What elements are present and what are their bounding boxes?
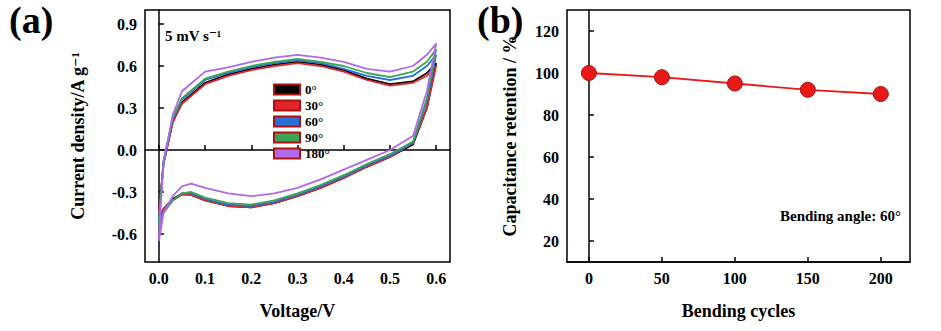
svg-text:0.6: 0.6: [117, 58, 137, 75]
svg-text:-0.3: -0.3: [112, 184, 137, 201]
svg-text:0.4: 0.4: [334, 270, 354, 287]
svg-text:20: 20: [543, 233, 559, 250]
svg-text:0.2: 0.2: [241, 270, 261, 287]
svg-text:50: 50: [654, 270, 670, 287]
svg-text:Bending angle: 60°: Bending angle: 60°: [780, 208, 901, 224]
svg-text:0.3: 0.3: [117, 100, 137, 117]
svg-text:0.0: 0.0: [117, 142, 137, 159]
svg-text:0.3: 0.3: [288, 270, 308, 287]
svg-text:Bending cycles: Bending cycles: [682, 301, 796, 321]
svg-text:40: 40: [543, 191, 559, 208]
svg-text:60°: 60°: [305, 114, 323, 129]
svg-text:180°: 180°: [305, 146, 330, 161]
svg-text:30°: 30°: [305, 98, 323, 113]
svg-text:120: 120: [535, 23, 559, 40]
svg-text:Current density/A g⁻¹: Current density/A g⁻¹: [68, 52, 88, 220]
svg-text:0.5: 0.5: [380, 270, 400, 287]
svg-text:0: 0: [585, 270, 593, 287]
svg-text:0.9: 0.9: [117, 16, 137, 33]
svg-text:0°: 0°: [305, 82, 317, 97]
svg-text:Capacitance retention / %: Capacitance retention / %: [500, 35, 520, 236]
svg-text:200: 200: [869, 270, 893, 287]
svg-text:5 mV s⁻¹: 5 mV s⁻¹: [165, 28, 221, 44]
svg-text:(b): (b): [477, 0, 523, 42]
svg-text:0.6: 0.6: [426, 270, 446, 287]
svg-text:60: 60: [543, 149, 559, 166]
svg-text:(a): (a): [9, 0, 53, 42]
svg-text:0.1: 0.1: [195, 270, 215, 287]
svg-text:100: 100: [723, 270, 747, 287]
svg-text:90°: 90°: [305, 130, 323, 145]
svg-text:100: 100: [535, 65, 559, 82]
svg-text:150: 150: [796, 270, 820, 287]
svg-text:-0.6: -0.6: [112, 226, 137, 243]
svg-text:80: 80: [543, 107, 559, 124]
svg-text:0.0: 0.0: [149, 270, 169, 287]
svg-text:Voltage/V: Voltage/V: [260, 301, 335, 321]
